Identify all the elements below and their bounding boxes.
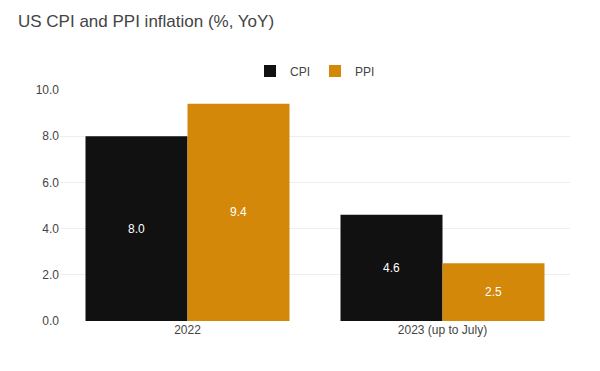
svg-text:PPI: PPI <box>355 65 374 79</box>
svg-text:9.4: 9.4 <box>230 205 247 219</box>
svg-text:6.0: 6.0 <box>42 176 59 190</box>
svg-text:8.0: 8.0 <box>42 129 59 143</box>
svg-text:10.0: 10.0 <box>36 83 60 97</box>
svg-text:CPI: CPI <box>290 65 310 79</box>
svg-text:8.0: 8.0 <box>128 222 145 236</box>
svg-text:4.0: 4.0 <box>42 222 59 236</box>
svg-text:0.0: 0.0 <box>42 314 59 328</box>
svg-text:2.0: 2.0 <box>42 268 59 282</box>
svg-text:4.6: 4.6 <box>383 261 400 275</box>
svg-text:2022: 2022 <box>174 323 201 337</box>
svg-text:US CPI and PPI inflation (%, Y: US CPI and PPI inflation (%, YoY) <box>18 12 274 31</box>
svg-text:2023 (up to July): 2023 (up to July) <box>398 323 487 337</box>
svg-text:2.5: 2.5 <box>485 285 502 299</box>
